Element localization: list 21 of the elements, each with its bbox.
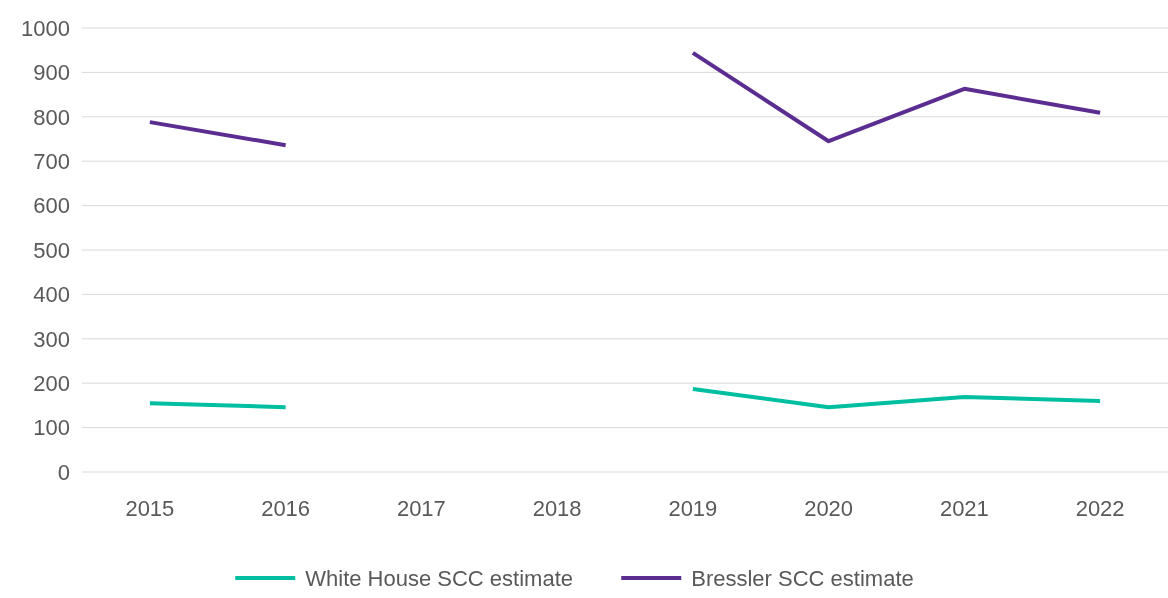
legend-label: White House SCC estimate <box>305 566 574 591</box>
x-tick-label: 2021 <box>939 496 989 521</box>
y-tick-label: 1000 <box>21 15 70 41</box>
y-tick-label: 200 <box>33 370 70 396</box>
x-tick-label: 2022 <box>1075 496 1125 521</box>
y-tick-label: 600 <box>33 193 70 219</box>
y-tick-label: 900 <box>33 60 70 86</box>
y-tick-label: 500 <box>33 237 70 263</box>
x-tick-label: 2018 <box>532 496 582 521</box>
y-tick-label: 100 <box>33 415 70 441</box>
x-tick-label: 2016 <box>261 496 311 521</box>
x-tick-label: 2017 <box>396 496 446 521</box>
y-tick-label: 700 <box>33 148 70 174</box>
y-tick-label: 0 <box>57 459 70 485</box>
y-tick-label: 300 <box>33 326 70 352</box>
legend-label: Bressler SCC estimate <box>691 566 914 591</box>
y-tick-label: 400 <box>33 282 70 308</box>
x-tick-label: 2019 <box>668 496 718 521</box>
y-tick-label: 800 <box>33 104 70 130</box>
x-tick-label: 2020 <box>804 496 854 521</box>
x-tick-label: 2015 <box>125 496 175 521</box>
